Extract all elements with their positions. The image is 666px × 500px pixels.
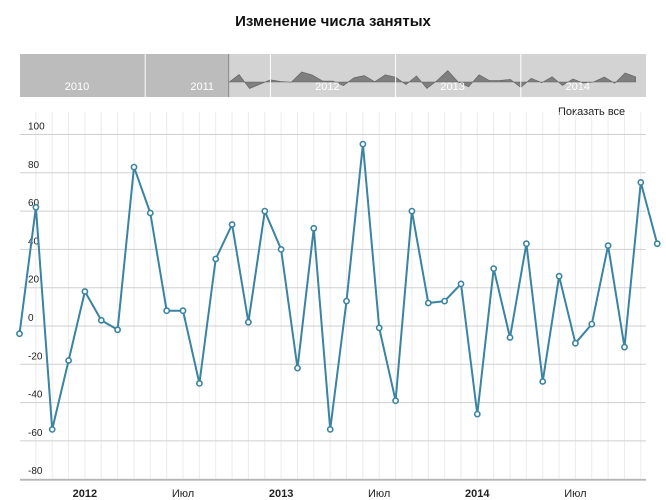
- y-tick-label: -20: [28, 351, 43, 362]
- data-point[interactable]: [261, 207, 269, 215]
- data-point[interactable]: [195, 379, 203, 387]
- x-tick-label: 2012: [73, 488, 97, 500]
- data-point[interactable]: [294, 364, 301, 372]
- data-point[interactable]: [572, 339, 579, 347]
- data-point[interactable]: [441, 297, 448, 305]
- data-point[interactable]: [490, 265, 498, 272]
- x-tick-label: Июл: [368, 488, 390, 500]
- data-point[interactable]: [588, 320, 596, 328]
- navigator-layer: 2010 2011 2012 2013 2014: [20, 54, 646, 97]
- data-point[interactable]: [228, 221, 236, 228]
- data-point[interactable]: [473, 410, 481, 418]
- data-point[interactable]: [424, 299, 432, 307]
- y-tick-label: 100: [28, 122, 45, 133]
- navigator-area: [228, 70, 636, 89]
- range-navigator[interactable]: 2010 2011 2012 2013 2014: [20, 54, 646, 97]
- y-tick-label: -80: [28, 466, 43, 477]
- x-tick-label: Июл: [172, 488, 194, 500]
- data-point[interactable]: [375, 324, 383, 332]
- navigator-year-label: 2010: [65, 81, 89, 93]
- navigator-year-label: 2012: [315, 81, 339, 93]
- data-point[interactable]: [32, 203, 40, 211]
- y-tick-label: -60: [28, 428, 43, 439]
- y-tick-label: 0: [28, 313, 34, 324]
- data-point[interactable]: [326, 425, 334, 433]
- data-point[interactable]: [392, 397, 399, 405]
- data-point[interactable]: [114, 326, 121, 334]
- data-point[interactable]: [130, 163, 138, 171]
- data-point[interactable]: [244, 318, 252, 326]
- y-tick-label: 60: [28, 198, 40, 209]
- y-tick-label: 20: [28, 275, 40, 286]
- data-point[interactable]: [16, 330, 23, 338]
- series-line: [18, 143, 659, 431]
- data-point[interactable]: [457, 280, 465, 288]
- data-point[interactable]: [637, 178, 645, 186]
- navigator-year-label: 2011: [190, 81, 214, 93]
- x-tick-label: Июл: [564, 488, 586, 500]
- data-point[interactable]: [506, 334, 514, 341]
- axis-layer: -80 -60 -40 -20 0 20 40 60 80 100 2012 Июл 2013 Июл 20…: [20, 122, 646, 500]
- x-tick-label: 2014: [465, 488, 490, 500]
- data-point[interactable]: [81, 288, 89, 295]
- data-point[interactable]: [277, 245, 285, 253]
- data-point[interactable]: [653, 240, 661, 248]
- chart-title: Изменение числа занятых: [235, 13, 431, 30]
- navigator-year-label: 2014: [566, 81, 590, 93]
- data-point[interactable]: [604, 242, 612, 249]
- data-point[interactable]: [65, 357, 72, 364]
- navigator-unselected-range: [20, 54, 229, 97]
- data-point[interactable]: [310, 224, 318, 232]
- data-point[interactable]: [539, 378, 547, 385]
- x-tick-label: 2013: [269, 488, 293, 500]
- data-point[interactable]: [48, 425, 56, 433]
- data-point[interactable]: [97, 316, 105, 324]
- data-point[interactable]: [359, 140, 367, 148]
- grid-layer: [20, 112, 646, 480]
- data-point[interactable]: [179, 307, 187, 315]
- y-tick-label: 40: [28, 236, 40, 247]
- data-point[interactable]: [555, 272, 563, 280]
- data-point[interactable]: [621, 343, 628, 351]
- navigator-year-label: 2013: [440, 81, 464, 93]
- data-point[interactable]: [163, 307, 171, 315]
- data-point[interactable]: [408, 207, 416, 215]
- y-tick-label: 80: [28, 160, 40, 171]
- data-point[interactable]: [523, 240, 530, 248]
- data-point[interactable]: [212, 255, 220, 263]
- data-point[interactable]: [146, 209, 154, 217]
- series-layer: [16, 140, 661, 433]
- y-tick-label: -40: [28, 390, 43, 401]
- data-point[interactable]: [343, 297, 350, 305]
